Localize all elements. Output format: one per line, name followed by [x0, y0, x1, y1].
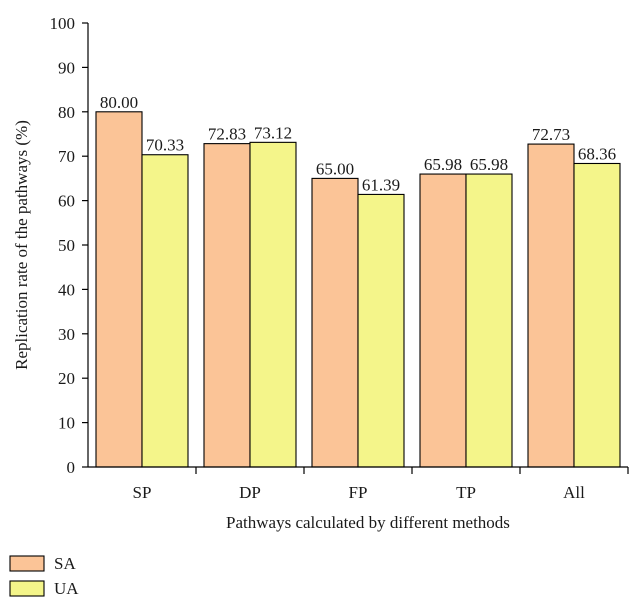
y-tick-label: 10 [58, 414, 75, 433]
y-tick-label: 40 [58, 280, 75, 299]
x-tick-label: All [563, 483, 585, 502]
y-tick-label: 70 [58, 147, 75, 166]
data-label: 65.00 [316, 159, 354, 178]
y-tick-label: 20 [58, 369, 75, 388]
bar-ua-dp [249, 141, 297, 468]
x-tick-label: DP [239, 483, 261, 502]
y-tick-label: 60 [58, 192, 75, 211]
y-tick-label: 100 [50, 14, 76, 33]
legend-swatch-sa [9, 555, 45, 572]
bar-ua-tp [465, 173, 513, 468]
data-label: 72.73 [532, 125, 570, 144]
data-labels-group: 80.00 70.33 72.83 73.12 65.00 61.39 65.98 65.98… [100, 93, 616, 195]
data-label: 70.33 [146, 136, 184, 155]
data-label: 68.36 [578, 144, 616, 163]
x-tick-label: TP [456, 483, 476, 502]
data-label: 61.39 [362, 175, 400, 194]
y-tick-label: 0 [67, 458, 76, 477]
legend: SA UA [9, 554, 79, 598]
data-label: 65.98 [424, 155, 462, 174]
bar-sa-fp [311, 177, 359, 468]
y-tick-label: 50 [58, 236, 75, 255]
legend-label-sa: SA [54, 554, 76, 573]
legend-label-ua: UA [54, 579, 79, 598]
y-tick-label: 30 [58, 325, 75, 344]
bar-sa-all [527, 143, 575, 468]
data-label: 72.83 [208, 125, 246, 144]
data-label: 65.98 [470, 155, 508, 174]
data-label: 80.00 [100, 93, 138, 112]
bars-group [95, 111, 621, 468]
bar-ua-fp [357, 193, 405, 468]
bar-ua-all [573, 162, 621, 468]
bar-sa-tp [419, 173, 467, 468]
data-label: 73.12 [254, 123, 292, 142]
y-tick-label: 90 [58, 58, 75, 77]
legend-swatch-ua [9, 580, 45, 597]
bar-sa-dp [203, 143, 251, 468]
y-axis-title: Replication rate of the pathways (%) [12, 120, 31, 370]
x-axis-title: Pathways calculated by different methods [226, 513, 510, 532]
y-tick-label: 80 [58, 103, 75, 122]
y-ticks-group: 0 10 20 30 40 50 60 70 80 90 100 [50, 14, 88, 477]
bar-sa-sp [95, 111, 143, 468]
x-tick-label: SP [133, 483, 152, 502]
bar-ua-sp [141, 154, 189, 468]
x-tick-label: FP [349, 483, 368, 502]
x-ticks-group: SP DP FP TP All [133, 467, 629, 502]
